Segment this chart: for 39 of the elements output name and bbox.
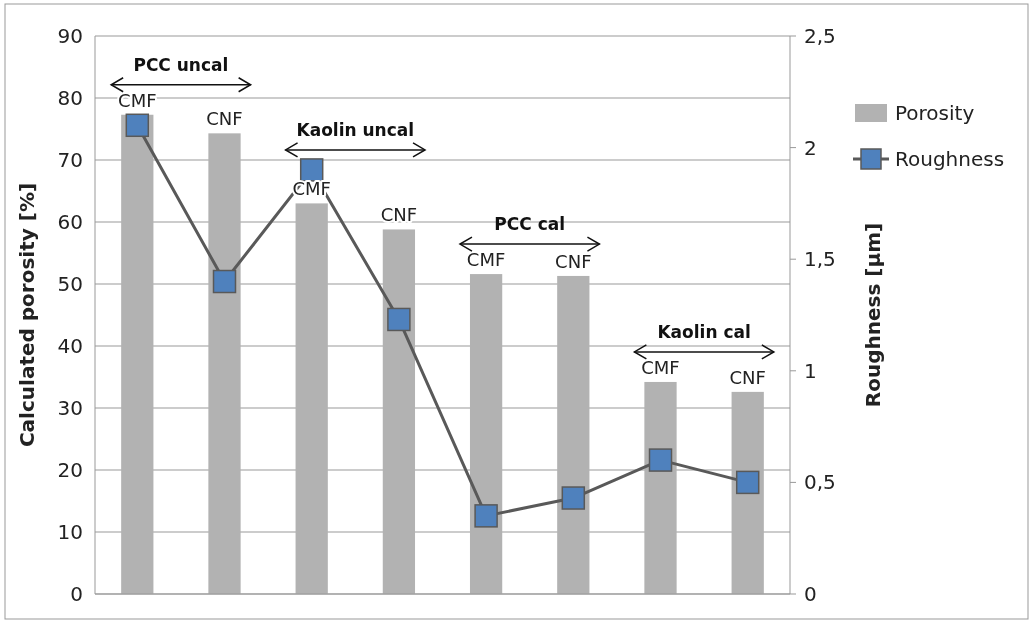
- data-label: CNF: [555, 250, 592, 272]
- point: [735, 470, 760, 495]
- data-label: CNF: [206, 108, 243, 130]
- legend-label: Porosity: [895, 101, 975, 125]
- y2-tick-label: 2,5: [804, 24, 836, 48]
- y-tick-label: 40: [57, 334, 83, 358]
- legend-label: Roughness: [895, 147, 1005, 171]
- data-label: CMF: [118, 89, 157, 111]
- y2-tick-label: 2: [804, 135, 817, 160]
- y2-tick-label: 1,5: [804, 247, 836, 272]
- annotation: Kaolin cal: [657, 321, 751, 342]
- y-axis-title: Calculated porosity [%]: [15, 182, 39, 448]
- y-tick-label: 70: [57, 148, 83, 172]
- y2-tick-label: 1: [804, 358, 817, 383]
- data-label: CNF: [380, 204, 418, 226]
- y-tick-label: 50: [57, 272, 83, 296]
- y-tick-label: 90: [57, 24, 83, 48]
- point: [561, 486, 586, 510]
- annotation: Kaolin uncal: [296, 119, 415, 140]
- point: [474, 504, 498, 528]
- data-label: CMF: [641, 356, 680, 378]
- y2-tick-label: 0,5: [804, 470, 836, 495]
- annotation: PCC uncal: [133, 54, 229, 75]
- y-tick-label: 80: [57, 86, 83, 110]
- data-label: CMF: [466, 249, 506, 271]
- y-tick-label: 0: [70, 582, 83, 606]
- y-tick-label: 10: [57, 520, 83, 544]
- point: [212, 269, 237, 294]
- y2-axis-title: Roughness [µm]: [861, 222, 885, 408]
- y-tick-label: 20: [57, 458, 83, 482]
- y-tick-label: 60: [57, 210, 83, 234]
- y-tick-label: 30: [57, 396, 83, 420]
- annotation: PCC cal: [494, 214, 566, 235]
- point: [387, 307, 411, 332]
- point: [648, 448, 673, 472]
- y2-tick-label: 0: [804, 582, 817, 606]
- point: [125, 113, 150, 138]
- data-label: CNF: [729, 366, 766, 388]
- point: [299, 158, 324, 182]
